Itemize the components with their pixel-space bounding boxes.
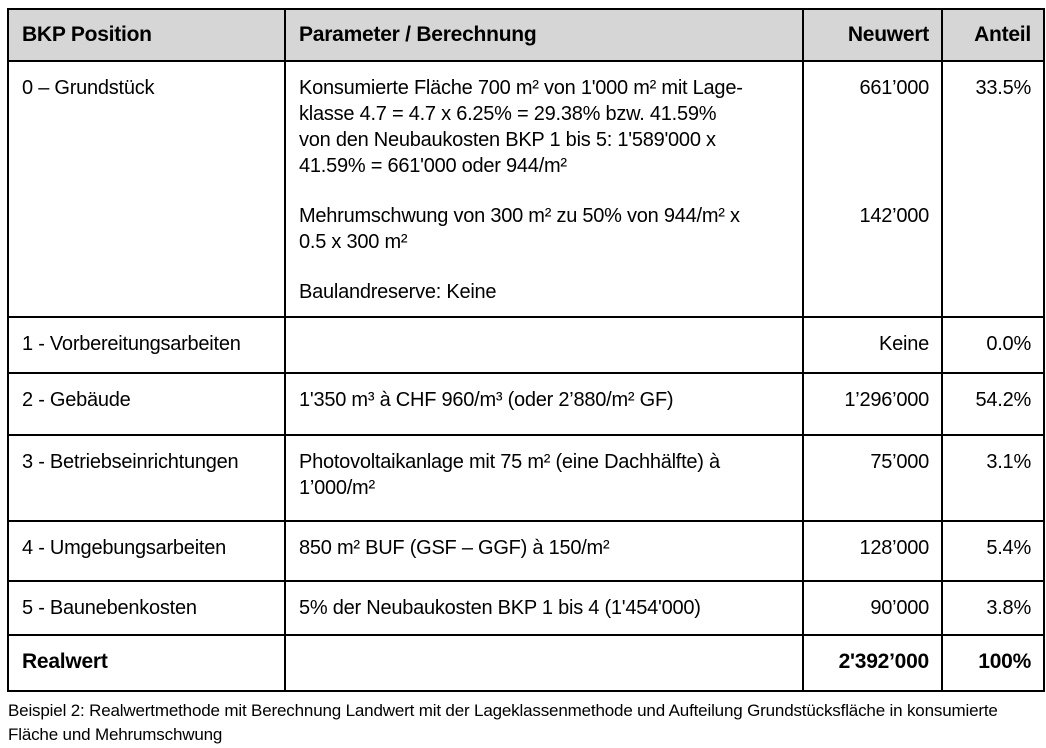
- cell-neuwert: 75’000: [802, 434, 943, 522]
- cell-anteil: 3.1%: [941, 434, 1045, 522]
- cell-anteil: 0.0%: [941, 316, 1045, 374]
- cell-neuwert: Keine: [802, 316, 943, 374]
- column-header-bkp-position: BKP Position: [7, 8, 286, 62]
- parameter-paragraph: Baulandreserve: Keine: [299, 281, 497, 303]
- realwert-table: BKP Position Parameter / Berechnung Neuw…: [7, 8, 1045, 692]
- cell-parameter: 850 m² BUF (GSF – GGF) à 150/m²: [284, 520, 804, 582]
- cell-neuwert: 2'392’000: [802, 634, 943, 692]
- cell-parameter: 5% der Neubaukosten BKP 1 bis 4 (1'454'0…: [284, 580, 804, 636]
- cell-neuwert: 128’000: [802, 520, 943, 582]
- table-row-betriebseinrichtungen: 3 - Betriebseinrichtungen Photovoltaikan…: [7, 434, 1045, 522]
- cell-anteil: 3.8%: [941, 580, 1045, 636]
- cell-bkp-position: 4 - Umgebungsarbeiten: [7, 520, 286, 582]
- table-row-gebaeude: 2 - Gebäude 1'350 m³ à CHF 960/m³ (oder …: [7, 372, 1045, 436]
- table-row-grundstueck: 0 – Grundstück Konsumierte Fläche 700 m²…: [7, 60, 1045, 318]
- table-body: 0 – Grundstück Konsumierte Fläche 700 m²…: [7, 60, 1045, 692]
- cell-parameter: [284, 634, 804, 692]
- cell-bkp-position: 5 - Baunebenkosten: [7, 580, 286, 636]
- cell-anteil: 54.2%: [941, 372, 1045, 436]
- table-row-umgebungsarbeiten: 4 - Umgebungsarbeiten 850 m² BUF (GSF – …: [7, 520, 1045, 582]
- column-header-anteil: Anteil: [941, 8, 1045, 62]
- cell-anteil: 33.5%: [941, 60, 1045, 318]
- column-header-neuwert: Neuwert: [802, 8, 943, 62]
- cell-bkp-position: Realwert: [7, 634, 286, 692]
- cell-bkp-position: 0 – Grundstück: [7, 60, 286, 318]
- cell-neuwert: 1’296’000: [802, 372, 943, 436]
- cell-parameter: 1'350 m³ à CHF 960/m³ (oder 2’880/m² GF): [284, 372, 804, 436]
- neuwert-value: 661’000: [859, 77, 929, 99]
- cell-neuwert: 90’000: [802, 580, 943, 636]
- cell-bkp-position: 2 - Gebäude: [7, 372, 286, 436]
- table-caption: Beispiel 2: Realwertmethode mit Berechnu…: [8, 701, 998, 744]
- cell-parameter: Photovoltaikanlage mit 75 m² (eine Dachh…: [284, 434, 804, 522]
- parameter-paragraph: Konsumierte Fläche 700 m² von 1'000 m² m…: [299, 77, 743, 177]
- cell-parameter: Konsumierte Fläche 700 m² von 1'000 m² m…: [284, 60, 804, 318]
- table-row-realwert-total: Realwert 2'392’000 100%: [7, 634, 1045, 692]
- table-row-baunebenkosten: 5 - Baunebenkosten 5% der Neubaukosten B…: [7, 580, 1045, 636]
- parameter-paragraph: Mehrumschwung von 300 m² zu 50% von 944/…: [299, 205, 740, 253]
- neuwert-value: 142’000: [859, 205, 929, 227]
- table-row-vorbereitungsarbeiten: 1 - Vorbereitungsarbeiten Keine 0.0%: [7, 316, 1045, 374]
- column-header-parameter-berechnung: Parameter / Berechnung: [284, 8, 804, 62]
- cell-neuwert: 661’000 142’000: [802, 60, 943, 318]
- cell-anteil: 5.4%: [941, 520, 1045, 582]
- cell-bkp-position: 1 - Vorbereitungsarbeiten: [7, 316, 286, 374]
- cell-parameter: [284, 316, 804, 374]
- cell-bkp-position: 3 - Betriebseinrichtungen: [7, 434, 286, 522]
- cell-anteil: 100%: [941, 634, 1045, 692]
- table-header: BKP Position Parameter / Berechnung Neuw…: [7, 8, 1045, 62]
- header-row: BKP Position Parameter / Berechnung Neuw…: [7, 8, 1045, 62]
